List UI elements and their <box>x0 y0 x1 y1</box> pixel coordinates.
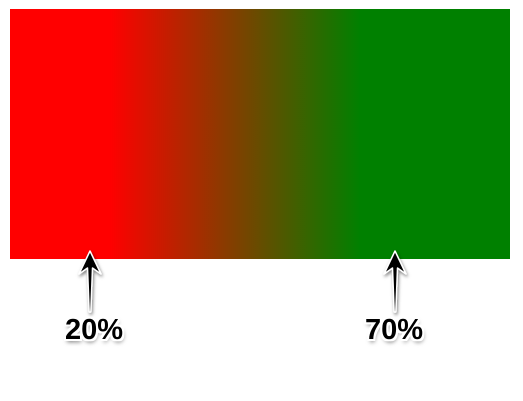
up-arrow-icon <box>78 250 102 313</box>
stop-label-70: 70% <box>365 314 424 346</box>
stop-label-20: 20% <box>65 314 124 346</box>
up-arrow-icon <box>383 250 407 313</box>
gradient-preview <box>10 9 510 259</box>
